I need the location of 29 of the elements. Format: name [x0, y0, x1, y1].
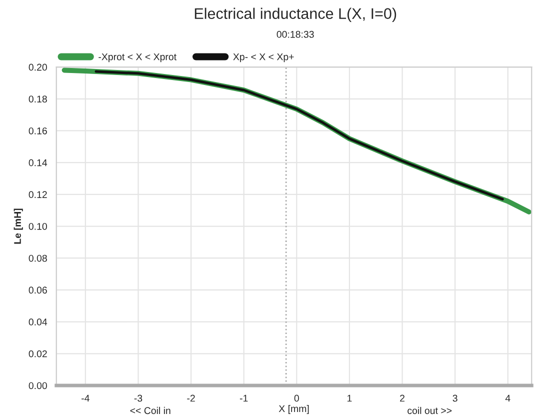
- y-tick-label: 0.14: [28, 159, 48, 166]
- y-tick-label: 0.18: [28, 96, 47, 103]
- y-tick-label: 0.10: [28, 222, 47, 230]
- y-tick-label: 0.04: [28, 318, 48, 326]
- x-tick-label: 3: [452, 394, 458, 402]
- y-tick-label: 0.02: [28, 350, 47, 358]
- x-tick-label: -4: [82, 394, 90, 402]
- y-tick-label: 0.16: [28, 127, 47, 134]
- chart-subtitle: 00:18:33: [276, 30, 314, 38]
- x-tick-label: -2: [187, 394, 195, 402]
- x-tick-label: -3: [134, 394, 142, 402]
- x-tick-label: 1: [347, 394, 352, 402]
- y-tick-label: 0.12: [28, 191, 47, 198]
- text: << Coil in: [130, 406, 170, 414]
- x-tick-label: 4: [505, 394, 510, 402]
- x-tick-label: -1: [240, 394, 248, 402]
- x-axis-title: X [mm]: [278, 404, 309, 414]
- legend-label: Xp- < X < Xp+: [233, 53, 294, 62]
- legend-label: -Xprot < X < Xprot: [98, 53, 176, 62]
- x-tick-label: 0: [294, 394, 299, 402]
- y-tick-label: 0.06: [28, 286, 47, 294]
- y-tick-label: 0.08: [28, 254, 47, 262]
- line-series: [94, 70, 504, 200]
- y-axis-title: Le [mH]: [14, 208, 23, 244]
- y-tick-label: 0.00: [28, 382, 47, 390]
- chart-title: Electrical inductance L(X, I=0): [194, 8, 396, 22]
- y-tick-label: 0.20: [28, 64, 47, 71]
- text: coil out >>: [408, 406, 452, 414]
- x-tick-label: 2: [400, 394, 404, 402]
